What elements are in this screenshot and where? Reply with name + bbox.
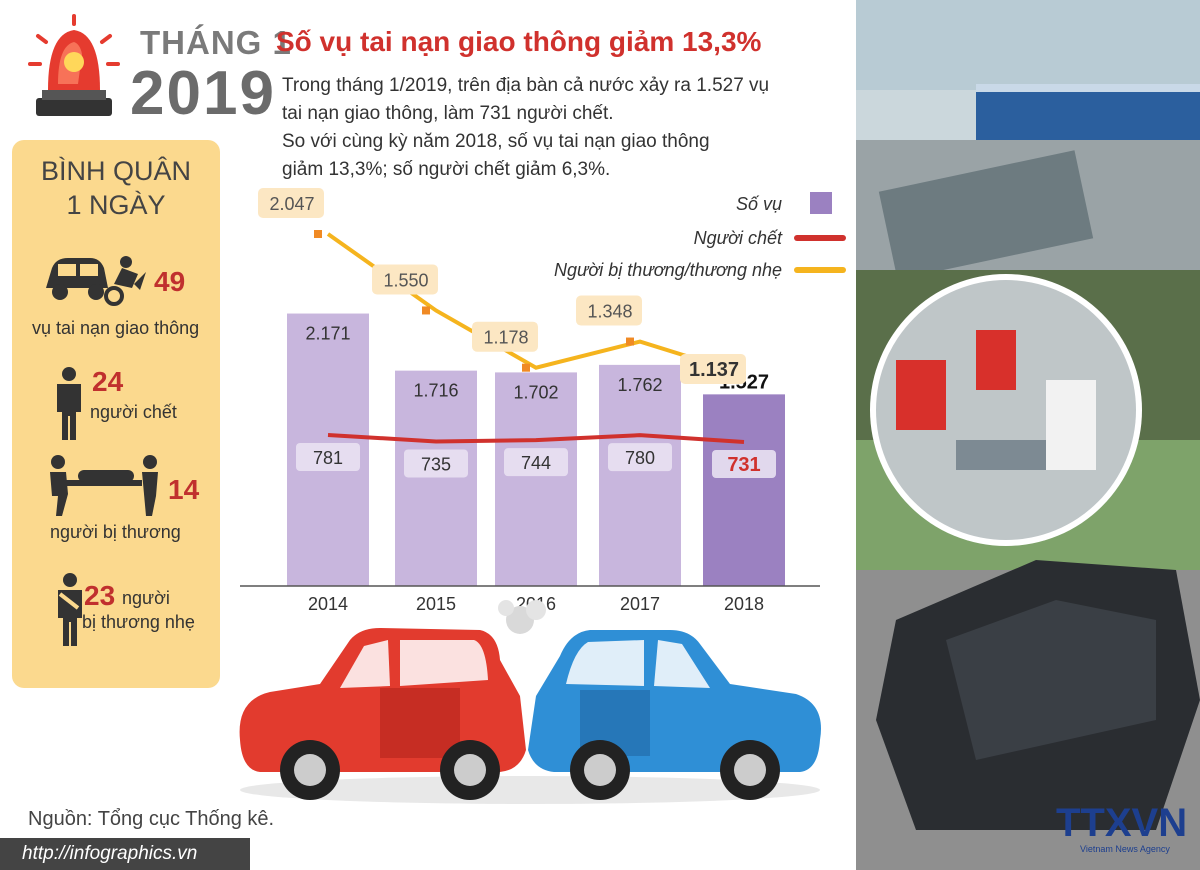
line-deaths-value: 735 bbox=[421, 454, 451, 474]
label-box-injured bbox=[680, 354, 746, 384]
daily-average-panel: BÌNH QUÂN 1 NGÀY 49 vụ tai nạn giao thôn… bbox=[12, 140, 220, 688]
legend-label-injured: Người bị thương/thương nhẹ bbox=[554, 260, 782, 280]
point-injured bbox=[522, 363, 530, 372]
person-icon bbox=[57, 367, 81, 440]
summary-line: Trong tháng 1/2019, trên địa bàn cả nước… bbox=[282, 75, 770, 96]
legend-swatch-injured bbox=[794, 267, 846, 273]
x-tick-label: 2018 bbox=[724, 594, 764, 614]
year-label: 2019 bbox=[130, 59, 276, 128]
x-tick-label: 2017 bbox=[620, 594, 660, 614]
line-injured-value: 1.137 bbox=[689, 359, 739, 381]
siren-icon bbox=[28, 14, 120, 116]
month-label: THÁNG 1 bbox=[140, 24, 292, 61]
headline: Số vụ tai nạn giao thông giảm 13,3% bbox=[276, 26, 762, 57]
line-injured-value: 1.550 bbox=[383, 270, 428, 290]
label-box-injured bbox=[576, 295, 642, 326]
label-box-deaths bbox=[296, 443, 360, 471]
stat-injured-value: 14 bbox=[168, 474, 200, 505]
stretcher-icon bbox=[50, 455, 158, 516]
stat-crashes-value: 49 bbox=[154, 266, 186, 297]
agency-subtitle: Vietnam News Agency bbox=[1080, 844, 1170, 854]
label-box-deaths bbox=[608, 443, 672, 472]
rescue-photo bbox=[876, 280, 1136, 540]
legend-label-cases: Số vụ bbox=[736, 194, 782, 214]
stat-injured-label: người bị thương bbox=[50, 522, 181, 542]
bar-cases bbox=[495, 372, 577, 586]
train-photo bbox=[976, 84, 1200, 144]
accident-photos: TTXVN Vietnam News Agency bbox=[856, 0, 1200, 870]
summary-line: giảm 13,3%; số người chết giảm 6,3%. bbox=[282, 159, 611, 180]
point-injured bbox=[626, 337, 634, 346]
line-injured bbox=[326, 232, 745, 376]
line-injured-value: 2.047 bbox=[269, 194, 314, 214]
line-deaths-value: 744 bbox=[521, 453, 551, 473]
daily-title-line1: BÌNH QUÂN bbox=[40, 156, 192, 186]
bar-value-label: 2.171 bbox=[305, 324, 350, 344]
point-injured bbox=[314, 230, 322, 238]
label-box-injured bbox=[372, 264, 438, 295]
legend-swatch-cases bbox=[810, 192, 832, 214]
daily-panel-title: BÌNH QUÂN 1 NGÀY bbox=[12, 154, 220, 222]
label-box-injured bbox=[472, 321, 538, 352]
website-link[interactable]: http://infographics.vn bbox=[0, 838, 250, 870]
label-box-deaths bbox=[504, 448, 568, 477]
stat-minor-injured-value: 23 bbox=[84, 580, 116, 611]
line-injured-value: 1.178 bbox=[483, 328, 528, 348]
bar-value-label: 1.702 bbox=[513, 382, 558, 402]
stat-deaths-label: người chết bbox=[90, 402, 177, 422]
accident-chart: Số vụ Người chết Người bị thương/thương nh… bbox=[240, 188, 846, 614]
label-box-deaths bbox=[712, 450, 776, 478]
line-deaths bbox=[327, 433, 745, 444]
agency-logo: TTXVN bbox=[1056, 801, 1187, 845]
stat-minor-injured-label1: người bbox=[122, 588, 170, 608]
label-box-injured bbox=[258, 188, 324, 218]
daily-title-line2: 1 NGÀY bbox=[66, 190, 166, 220]
legend-swatch-deaths bbox=[794, 235, 846, 241]
line-deaths-value: 731 bbox=[727, 454, 760, 476]
bar-value-label: 1.716 bbox=[413, 381, 458, 401]
stat-crashes-label: vụ tai nạn giao thông bbox=[32, 318, 200, 338]
bar-cases bbox=[395, 370, 477, 586]
legend-label-deaths: Người chết bbox=[694, 228, 783, 248]
x-tick-label: 2015 bbox=[416, 594, 456, 614]
summary-text: Trong tháng 1/2019, trên địa bàn cả nước… bbox=[282, 72, 842, 184]
injured-person-icon bbox=[58, 573, 82, 646]
bar-value-label: 1.762 bbox=[617, 375, 662, 395]
x-tick-label: 2014 bbox=[308, 594, 348, 614]
line-injured-value: 1.348 bbox=[587, 302, 632, 322]
summary-line: tai nạn giao thông, làm 731 người chết. bbox=[282, 103, 614, 124]
line-deaths-value: 781 bbox=[313, 448, 343, 468]
stat-deaths-value: 24 bbox=[92, 366, 124, 397]
bar-cases bbox=[703, 394, 785, 586]
bar-cases bbox=[599, 364, 681, 586]
motorbike-crash-icon bbox=[46, 256, 146, 306]
car-crash-illustration bbox=[239, 600, 821, 804]
summary-line: So với cùng kỳ năm 2018, số vụ tai nạn g… bbox=[282, 131, 710, 152]
stat-minor-injured-label2: bị thương nhẹ bbox=[82, 612, 195, 632]
point-injured bbox=[422, 306, 430, 315]
line-deaths-value: 780 bbox=[625, 448, 655, 468]
label-box-deaths bbox=[404, 449, 468, 478]
source-text: Nguồn: Tổng cục Thống kê. bbox=[28, 808, 275, 830]
